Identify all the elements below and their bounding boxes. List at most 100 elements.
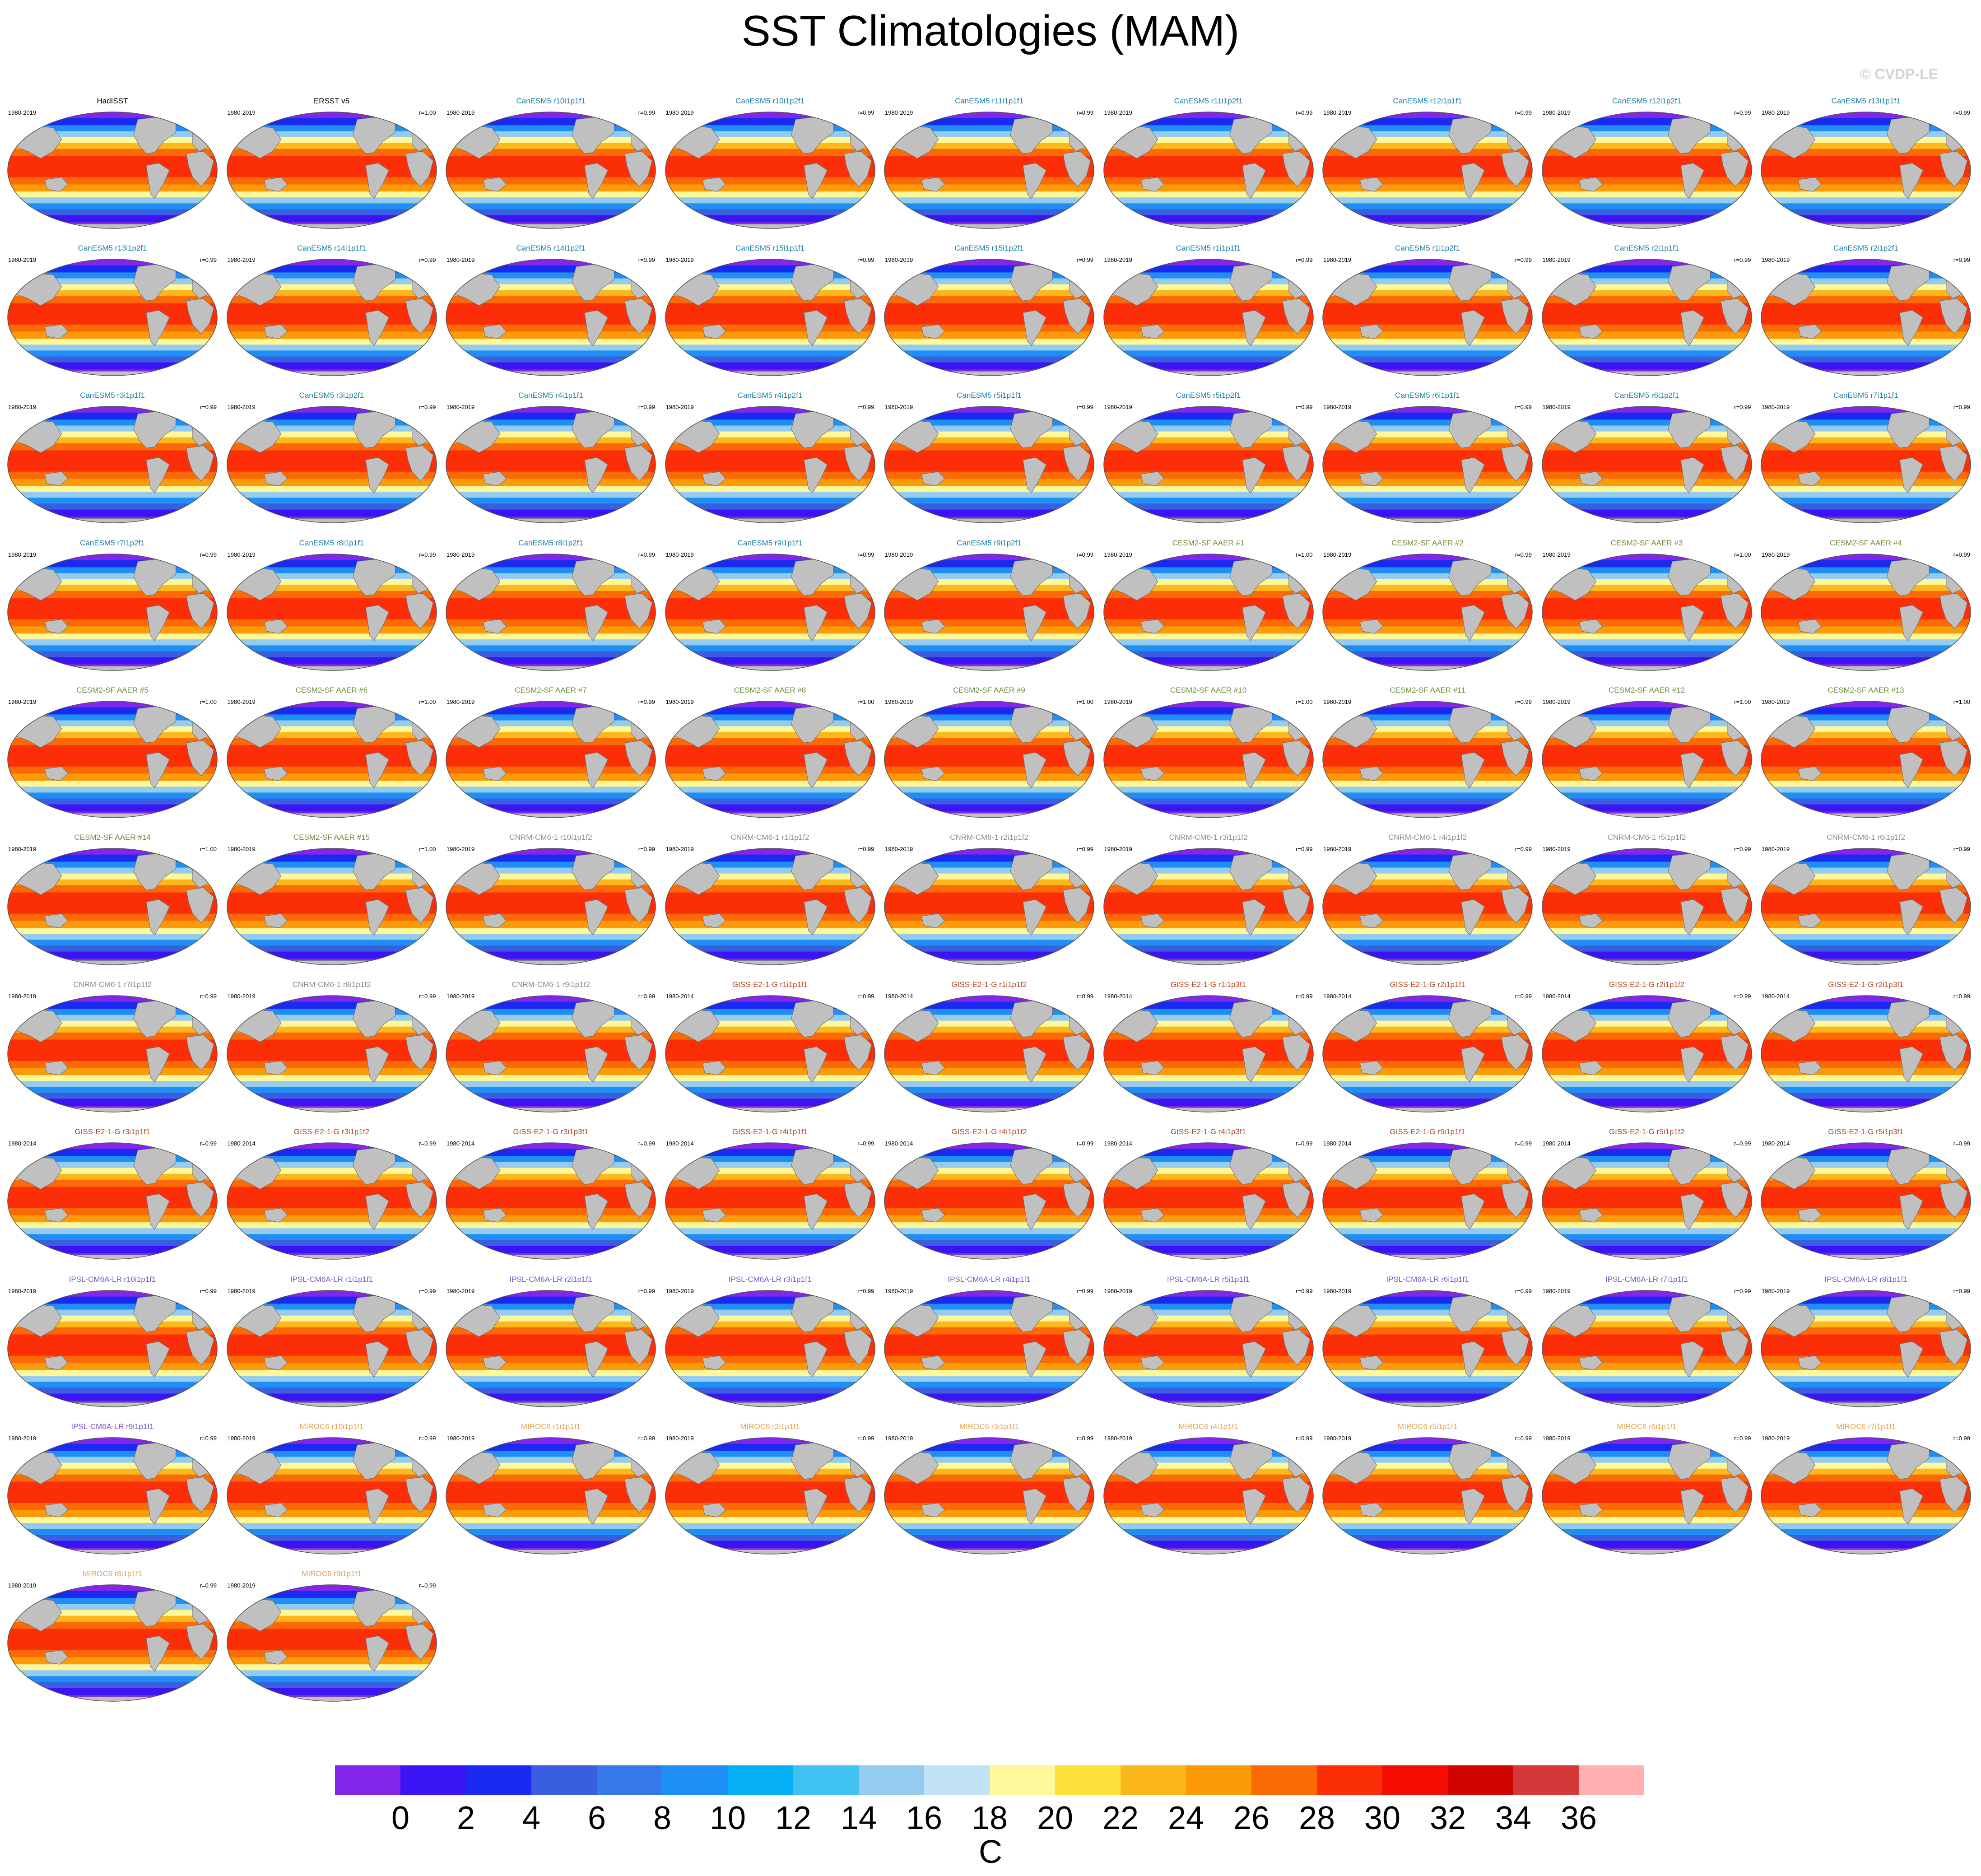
- sst-band: [8, 1369, 217, 1376]
- panel-pattern-correlation: r=0.99: [200, 1287, 217, 1294]
- land-mass: [1939, 1329, 1968, 1366]
- sst-band: [1761, 1523, 1971, 1530]
- sst-band: [227, 1591, 437, 1599]
- panel-title: IPSL-CM6A-LR r3i1p1f1: [728, 1275, 812, 1284]
- land-mass: [1939, 593, 1968, 629]
- map-panel: CanESM5 r13i1p2f1 1980-2019 r=0.99: [4, 242, 221, 382]
- sst-band: [665, 657, 875, 665]
- sst-band: [1542, 598, 1752, 608]
- sst-band: [1323, 460, 1532, 473]
- sst-band: [446, 1093, 656, 1099]
- sst-band: [1542, 191, 1752, 198]
- panel-pattern-correlation: r=0.99: [1296, 256, 1313, 264]
- sst-band: [1761, 902, 1971, 914]
- sst-band: [1323, 934, 1532, 940]
- sst-band: [8, 149, 217, 157]
- land-mass: [405, 1624, 433, 1660]
- panel-period: 1980-2019: [227, 1434, 256, 1442]
- sst-band: [1761, 780, 1971, 787]
- land-mass: [44, 619, 69, 634]
- sst-band: [1761, 945, 1971, 952]
- sst-band: [1542, 156, 1752, 166]
- sst-band: [8, 1541, 217, 1549]
- sst-band: [884, 1026, 1094, 1033]
- land-mass: [186, 151, 214, 187]
- sst-map: [226, 259, 437, 376]
- map-outline: [884, 701, 1094, 818]
- sst-band: [1103, 118, 1313, 126]
- sst-band: [1761, 350, 1971, 357]
- panel-period: 1980-2019: [8, 109, 37, 116]
- panel-pattern-correlation: r=0.99: [857, 993, 874, 1000]
- sst-band: [1103, 1468, 1313, 1475]
- land-mass: [1140, 177, 1164, 192]
- sst-band: [227, 585, 437, 591]
- sst-map: [226, 995, 437, 1113]
- sst-band: [884, 1001, 1094, 1010]
- map-outline: [1761, 406, 1971, 524]
- land-mass: [631, 275, 653, 299]
- panel-title: IPSL-CM6A-LR r2i1p1f1: [509, 1275, 592, 1284]
- panel-pattern-correlation: r=0.99: [638, 109, 655, 116]
- sst-band: [884, 1087, 1094, 1094]
- land-mass: [1242, 605, 1266, 641]
- sst-band: [1542, 657, 1752, 665]
- map-outline: [665, 848, 875, 965]
- land-mass: [1579, 177, 1603, 192]
- panel-title: GISS-E2-1-G r4i1p3f1: [1170, 1127, 1246, 1136]
- sst-band: [1542, 1061, 1752, 1069]
- sst-band: [665, 165, 875, 178]
- panel-period: 1980-2014: [446, 1140, 475, 1147]
- land-mass: [1720, 593, 1748, 629]
- sst-band: [1103, 645, 1313, 652]
- sst-band: [446, 472, 656, 479]
- sst-band: [1323, 921, 1532, 929]
- sst-band: [8, 732, 217, 739]
- sst-band: [884, 1503, 1094, 1511]
- land-mass: [1242, 457, 1266, 494]
- land-mass: [850, 275, 872, 299]
- sst-map: [7, 701, 218, 818]
- sst-band: [1103, 885, 1313, 893]
- sst-band: [1761, 209, 1971, 216]
- sst-band: [1761, 738, 1971, 746]
- land-mass: [1140, 1355, 1164, 1370]
- land-mass: [1359, 324, 1384, 339]
- sst-band: [1103, 1246, 1313, 1254]
- sst-band: [665, 1523, 875, 1530]
- panel-title: GISS-E2-1-G r5i1p1f1: [1390, 1127, 1465, 1136]
- panel-period: 1980-2019: [665, 1287, 694, 1294]
- sst-band: [665, 324, 875, 332]
- sst-band: [1103, 591, 1313, 599]
- panel-pattern-correlation: r=0.99: [200, 551, 217, 558]
- panel-pattern-correlation: r=0.99: [638, 551, 655, 558]
- sst-band: [884, 215, 1094, 223]
- sst-band: [1323, 1093, 1532, 1099]
- land-mass: [1899, 1488, 1924, 1525]
- sst-map: [7, 1584, 218, 1702]
- sst-band: [446, 798, 656, 805]
- sst-band: [1323, 143, 1532, 149]
- sst-band: [1103, 780, 1313, 787]
- sst-band: [1323, 1535, 1532, 1541]
- sst-band: [665, 460, 875, 473]
- land-mass: [1461, 457, 1485, 494]
- sst-band: [8, 885, 217, 893]
- sst-band: [1103, 156, 1313, 166]
- panel-period: 1980-2019: [227, 256, 256, 264]
- map-outline: [446, 995, 656, 1113]
- land-mass: [146, 457, 170, 494]
- land-mass: [365, 899, 389, 936]
- sst-band: [884, 324, 1094, 332]
- sst-band: [1542, 651, 1752, 658]
- map-outline: [665, 406, 875, 524]
- sst-band: [227, 940, 437, 946]
- sst-band: [665, 787, 875, 793]
- sst-band: [1103, 1075, 1313, 1082]
- land-mass: [483, 1061, 507, 1075]
- map-panel: CESM2-SF AAER #12 1980-2019 r=1.00: [1538, 684, 1756, 824]
- sst-band: [665, 1001, 875, 1010]
- sst-band: [227, 344, 437, 351]
- sst-band: [1103, 1215, 1313, 1223]
- sst-band: [446, 350, 656, 357]
